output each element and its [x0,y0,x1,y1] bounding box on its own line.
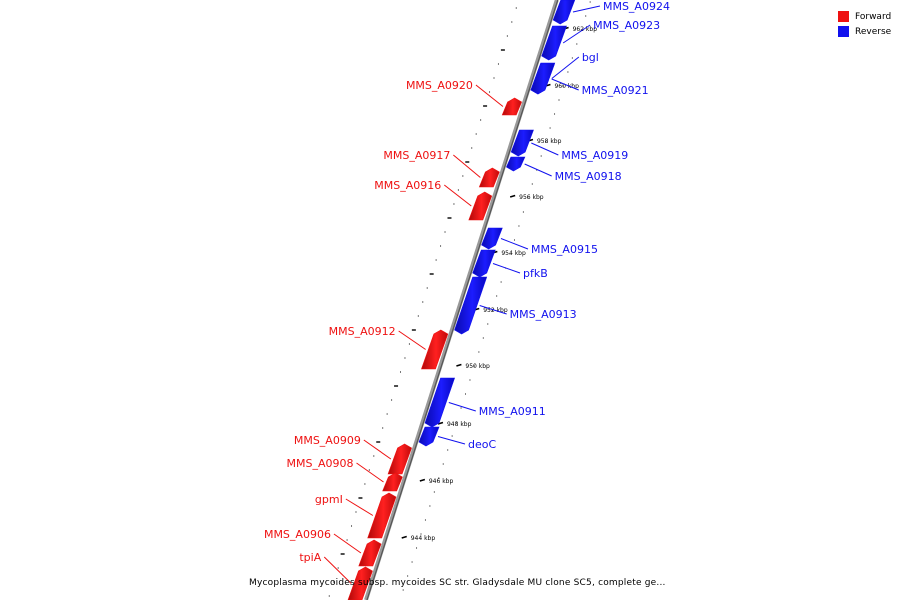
gene-label[interactable]: MMS_A0918 [555,170,622,183]
gene-mms_a0918-feature[interactable] [506,156,526,172]
gene-label[interactable]: pfkB [523,267,548,280]
gene-tpia-feature[interactable] [347,566,373,600]
gene-label[interactable]: MMS_A0915 [531,243,598,256]
gene-mms_a0921-feature[interactable] [530,63,555,95]
gene-deoc-feature[interactable] [418,426,440,447]
label-leader [562,24,591,44]
gene-mms_a0923-feature[interactable] [541,25,567,61]
legend-item-reverse: Reverse [838,24,898,39]
coordinate-tick: 948 kbp [437,421,472,428]
gene-gpmi-feature[interactable] [367,492,397,539]
gene-mms_a0919-feature[interactable] [510,129,534,157]
label-leader [398,330,426,350]
gene-mms_a0920-feature[interactable] [501,97,523,116]
coordinate-label: 954 kbp [501,250,526,257]
coordinate-label: 958 kbp [537,138,562,145]
coordinate-label: 960 kbp [554,83,579,90]
legend: Forward Reverse [838,9,898,39]
gene-label[interactable]: MMS_A0921 [582,84,649,97]
gene-mms_a0906-feature[interactable] [358,539,382,567]
gene-features [347,0,576,600]
label-leader [356,462,384,483]
gene-pfkb-feature[interactable] [472,249,496,278]
coordinate-label: 950 kbp [465,363,490,370]
label-leader [551,56,580,79]
coordinate-label: 962 kbp [573,26,598,33]
gene-label[interactable]: MMS_A0908 [287,457,354,470]
gene-label[interactable]: MMS_A0912 [329,325,396,338]
label-leader [323,556,352,584]
coordinate-tick: 950 kbp [456,363,490,370]
gene-label[interactable]: bgl [582,51,599,64]
sequence-caption: Mycoplasma mycoides subsp. mycoides SC s… [249,578,666,588]
gene-mms_a0912-feature[interactable] [421,329,449,370]
gene-mms_a0908-feature[interactable] [382,472,403,492]
label-leader [448,402,476,412]
gene-mms_a0917-feature[interactable] [478,167,500,188]
gene-label[interactable]: MMS_A0920 [406,79,473,92]
label-leader [453,154,481,178]
genome-backbone [364,0,559,600]
gene-label[interactable]: gpmI [315,493,343,506]
label-leader [492,263,521,274]
gene-mms_a0913-feature[interactable] [454,276,488,335]
coordinate-tick: 956 kbp [509,194,544,201]
gene-label[interactable]: tpiA [299,551,321,564]
gene-label[interactable]: MMS_A0913 [510,308,577,321]
coordinate-label: 948 kbp [447,421,472,428]
gene-mms_a0915-feature[interactable] [481,227,503,250]
label-leader [479,305,507,315]
gene-mms_a0916-feature[interactable] [468,191,493,221]
label-leader [500,238,529,250]
gene-label[interactable]: MMS_A0909 [294,434,361,447]
gene-label[interactable]: MMS_A0917 [383,149,450,162]
label-leader [437,436,466,445]
label-leader [345,498,374,516]
gene-label[interactable]: MMS_A0906 [264,528,331,541]
forward-swatch [838,11,849,22]
label-leader [524,163,552,177]
coordinate-tick: 954 kbp [492,250,526,257]
legend-item-forward: Forward [838,9,898,24]
gene-label[interactable]: deoC [468,438,496,451]
coordinate-tick: 944 kbp [401,535,436,542]
coordinate-label: 956 kbp [519,194,544,201]
label-leader [475,84,504,107]
coordinate-tick: 946 kbp [419,478,454,485]
label-leader [551,78,579,91]
label-leader [443,184,472,207]
label-leader [363,439,392,460]
coordinate-label: 946 kbp [429,478,454,485]
gene-mms_a0911-feature[interactable] [424,377,456,428]
gene-label[interactable]: MMS_A0916 [374,179,441,192]
coordinate-tick: 960 kbp [545,83,579,90]
gene-label[interactable]: MMS_A0919 [561,149,628,162]
label-leader [572,5,601,13]
coordinate-label: 944 kbp [411,535,436,542]
label-leader [531,142,559,156]
legend-reverse-label: Reverse [855,26,892,37]
legend-forward-label: Forward [855,11,892,22]
gene-label[interactable]: MMS_A0924 [603,0,670,13]
gene-label[interactable]: MMS_A0923 [593,19,660,32]
gene-mms_a0924-feature[interactable] [552,0,576,25]
label-leader [333,533,362,554]
reverse-swatch [838,26,849,37]
gene-label[interactable]: MMS_A0911 [479,405,546,418]
outer-tick-dots [328,1,591,597]
